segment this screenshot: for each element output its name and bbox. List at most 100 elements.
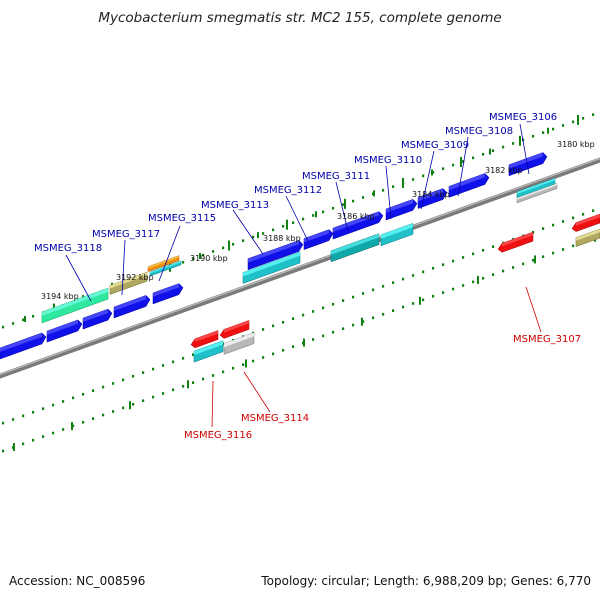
gene-label-msmeg-3110[interactable]: MSMEG_3110: [354, 155, 422, 166]
guide-dot: [222, 370, 225, 374]
leader-line: [232, 209, 264, 255]
tick-label: 3186 kbp: [337, 212, 375, 221]
forward-gene[interactable]: [0, 332, 47, 360]
guide-dot: [382, 312, 385, 316]
forward-gene[interactable]: [448, 173, 490, 198]
reverse-gene[interactable]: [497, 231, 534, 253]
guide-dot: [302, 313, 305, 317]
gene-label-msmeg-3117[interactable]: MSMEG_3117: [92, 229, 160, 240]
forward-gene-body: [0, 332, 47, 360]
guide-dot: [582, 116, 585, 120]
forward-gene[interactable]: [417, 188, 448, 209]
leader-line: [335, 181, 349, 232]
guide-dot: [512, 266, 515, 269]
reverse-gene[interactable]: [219, 320, 250, 339]
forward-gene-highlight: [153, 283, 179, 297]
feature-gray-small[interactable]: [516, 183, 558, 204]
guide-dot: [482, 152, 485, 156]
forward-gene-highlight: [83, 309, 108, 322]
tick-label: 3180 kbp: [557, 140, 595, 149]
guide-dot: [352, 199, 355, 203]
feature-olive-highlight: [110, 272, 147, 289]
guide-dot: [342, 299, 345, 302]
guide-dot: [322, 210, 325, 214]
forward-gene[interactable]: [46, 319, 83, 343]
feature-cyan-highlight: [243, 252, 300, 277]
guide-dot: [32, 314, 35, 318]
guide-dot: [442, 291, 445, 294]
guide-dot: [572, 216, 575, 220]
gene-label-msmeg-3118[interactable]: MSMEG_3118: [34, 243, 102, 254]
reverse-gene-highlight: [195, 330, 218, 342]
feature-cyan-inner[interactable]: [193, 340, 224, 363]
guide-dot: [362, 196, 365, 199]
leader-line: [457, 136, 469, 197]
gene-label-msmeg-3115[interactable]: MSMEG_3115: [148, 213, 216, 224]
forward-gene[interactable]: [508, 152, 548, 177]
gene-label-msmeg-3108[interactable]: MSMEG_3108: [445, 126, 513, 137]
guide-dot: [322, 334, 325, 338]
guide-dot: [112, 410, 115, 413]
gene-label-msmeg-3112[interactable]: MSMEG_3112: [254, 185, 322, 196]
leader-line: [385, 165, 392, 220]
forward-gene[interactable]: [385, 199, 418, 221]
dotted-guides: [2, 113, 595, 453]
guide-dot: [182, 384, 185, 388]
feature-cyan-2[interactable]: [380, 222, 414, 247]
feature-cyan[interactable]: [242, 251, 301, 284]
feature-orange[interactable]: [147, 255, 180, 273]
feature-cyan-small[interactable]: [149, 260, 182, 277]
guide-dot: [452, 163, 455, 167]
tick-label: 3182 kbp: [485, 166, 523, 175]
gene-label-msmeg-3113[interactable]: MSMEG_3113: [201, 200, 269, 211]
guide-dot: [82, 420, 85, 424]
leader-line: [243, 371, 271, 413]
guide-dot: [592, 113, 595, 116]
guide-dot: [332, 330, 335, 334]
guide-dot: [232, 242, 235, 246]
gene-label-msmeg-3116[interactable]: MSMEG_3116: [184, 430, 252, 441]
tick-label: 3194 kbp: [41, 292, 79, 301]
guide-dot: [512, 142, 515, 145]
guide-dot: [552, 127, 555, 131]
guide-dot: [422, 174, 425, 178]
guide-dot: [552, 251, 555, 255]
guide-dot: [542, 255, 545, 258]
gene-label-msmeg-3109[interactable]: MSMEG_3109: [401, 140, 469, 151]
guide-dot: [52, 431, 55, 435]
guide-dot: [262, 232, 265, 235]
guide-dot: [212, 374, 215, 377]
reverse-gene[interactable]: [190, 330, 219, 349]
feature-cyan-small-highlight: [150, 260, 181, 274]
guide-dot: [372, 316, 375, 320]
guide-dot: [312, 214, 315, 217]
gene-label-msmeg-3106[interactable]: MSMEG_3106: [489, 112, 557, 123]
reverse-gene-highlight: [224, 320, 249, 333]
guide-dot: [232, 366, 235, 370]
feature-olive-right[interactable]: [575, 228, 600, 247]
guide-dot: [432, 294, 435, 298]
feature-olive-right-highlight: [576, 229, 600, 241]
guide-dot: [492, 273, 495, 276]
forward-gene[interactable]: [152, 283, 184, 305]
guide-dot: [22, 318, 25, 322]
forward-gene[interactable]: [113, 295, 151, 319]
guide-dot: [82, 392, 85, 396]
forward-gene[interactable]: [303, 229, 334, 250]
forward-gene[interactable]: [332, 211, 384, 240]
guide-dot: [182, 356, 185, 360]
gene-label-msmeg-3107[interactable]: MSMEG_3107: [513, 334, 581, 345]
guide-dot: [142, 399, 145, 402]
guide-dot: [2, 325, 5, 329]
reverse-gene[interactable]: [571, 213, 600, 232]
forward-gene[interactable]: [82, 308, 113, 330]
guide-dot: [572, 120, 575, 124]
feature-gray[interactable]: [223, 332, 255, 355]
forward-gene[interactable]: [247, 240, 304, 271]
feature-olive[interactable]: [109, 271, 148, 295]
feature-teal[interactable]: [330, 233, 380, 263]
rrna-feature[interactable]: [41, 287, 109, 324]
gene-label-msmeg-3111[interactable]: MSMEG_3111: [302, 171, 370, 182]
gene-label-msmeg-3114[interactable]: MSMEG_3114: [241, 413, 309, 424]
